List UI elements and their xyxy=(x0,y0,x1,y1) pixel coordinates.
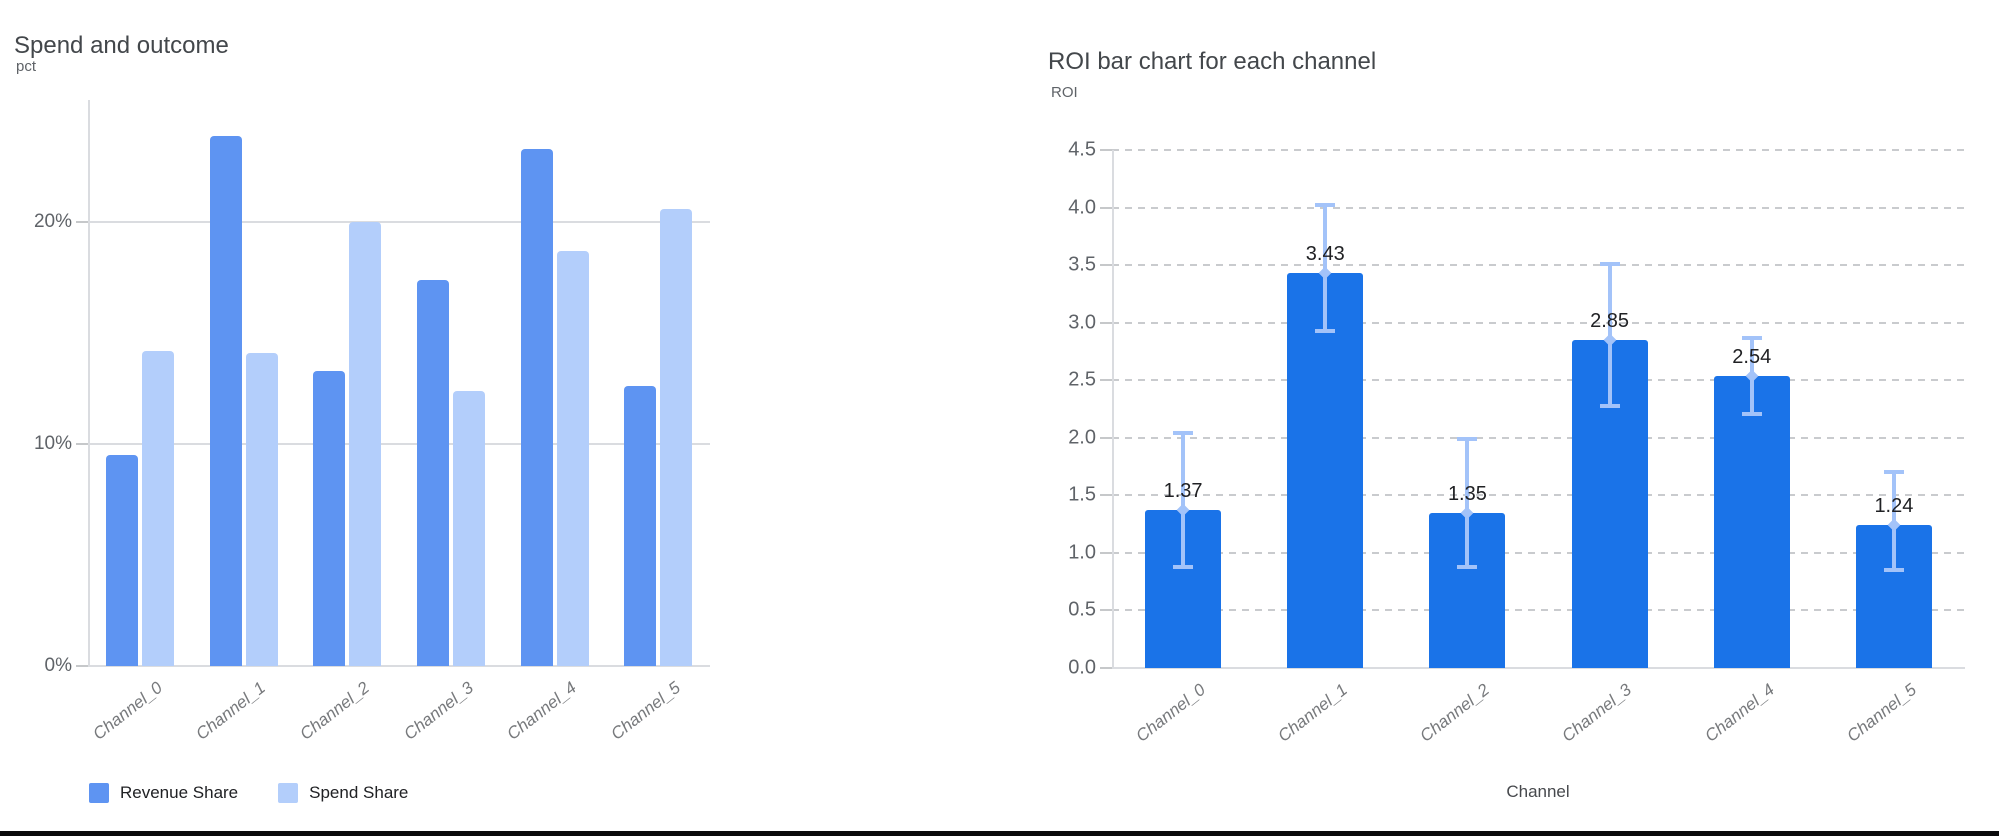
bar-spend-share-channel_4 xyxy=(556,250,589,666)
y-tick-label: 3.0 xyxy=(1068,311,1096,334)
bar-revenue-share-channel_1 xyxy=(209,135,242,666)
roi-y-unit: ROI xyxy=(1051,84,1078,101)
y-tick-mark xyxy=(1100,379,1112,382)
roi-bar-channel_4 xyxy=(1713,375,1790,668)
gridline xyxy=(1112,149,1965,151)
error-bar-top-cap xyxy=(1457,436,1478,441)
x-tick-label: Channel_4 xyxy=(1700,680,1778,746)
roi-bar-channel_1 xyxy=(1287,273,1364,668)
error-bar-top-cap xyxy=(1883,470,1904,475)
y-tick-label: 2.5 xyxy=(1068,368,1096,391)
error-bar-top-cap xyxy=(1599,261,1620,266)
error-bar-bottom-cap xyxy=(1457,564,1478,569)
gridline xyxy=(1112,494,1965,497)
error-bar-top-cap xyxy=(1741,335,1762,340)
gridline xyxy=(1112,264,1965,267)
bar-spend-share-channel_2 xyxy=(349,222,382,666)
y-tick-mark xyxy=(1100,264,1112,267)
error-bar xyxy=(1181,433,1186,567)
revenue-share-swatch xyxy=(89,783,109,803)
bar-spend-share-channel_1 xyxy=(245,353,278,666)
x-tick-label: Channel_1 xyxy=(1274,680,1351,746)
error-bar-bottom-cap xyxy=(1315,328,1336,333)
y-tick-mark xyxy=(76,221,88,224)
y-tick-label: 4.0 xyxy=(1068,196,1096,219)
error-bar-bottom-cap xyxy=(1741,411,1762,416)
error-bar-bottom-cap xyxy=(1173,564,1194,569)
bar-revenue-share-channel_3 xyxy=(416,279,449,666)
bar-spend-share-channel_5 xyxy=(660,208,693,666)
gridline xyxy=(1112,321,1965,324)
y-tick-label: 1.5 xyxy=(1068,483,1096,506)
legend-label-revenue-share: Revenue Share xyxy=(120,783,239,802)
spend-outcome-legend: Revenue Share Spend Share xyxy=(89,783,448,803)
bar-value-label: 3.43 xyxy=(1305,243,1345,266)
bar-revenue-share-channel_4 xyxy=(520,148,553,666)
roi-chart-title: ROI bar chart for each channel xyxy=(1048,47,1377,75)
x-tick-label: Channel_2 xyxy=(1416,680,1494,746)
y-tick-mark xyxy=(1100,494,1112,497)
gridline xyxy=(1112,609,1965,612)
bar-spend-share-channel_0 xyxy=(141,350,174,666)
y-tick-mark xyxy=(1100,667,1112,669)
bar-revenue-share-channel_0 xyxy=(105,455,138,666)
bar-value-label: 2.54 xyxy=(1732,345,1772,368)
y-axis-line xyxy=(1112,150,1114,668)
x-tick-label: Channel_3 xyxy=(1558,680,1636,746)
x-tick-label: Channel_5 xyxy=(1843,680,1920,746)
bar-revenue-share-channel_5 xyxy=(624,386,657,666)
bar-spend-share-channel_3 xyxy=(452,390,485,666)
bar-value-label: 1.35 xyxy=(1447,482,1487,505)
error-bar-bottom-cap xyxy=(1883,568,1904,573)
gridline xyxy=(1112,379,1965,382)
error-bar-bottom-cap xyxy=(1599,403,1620,408)
y-tick-label: 3.5 xyxy=(1068,253,1096,276)
y-tick-label: 0% xyxy=(44,655,72,676)
y-tick-label: 1.0 xyxy=(1068,541,1096,564)
legend-item-revenue-share: Revenue Share xyxy=(89,783,238,803)
y-tick-mark xyxy=(1100,149,1112,151)
error-bar-top-cap xyxy=(1173,431,1194,436)
y-tick-mark xyxy=(1100,436,1112,439)
bottom-window-border xyxy=(0,831,1999,836)
y-tick-label: 10% xyxy=(33,433,72,455)
legend-item-spend-share: Spend Share xyxy=(278,783,408,803)
y-tick-mark xyxy=(1100,551,1112,554)
y-tick-mark xyxy=(1100,321,1112,324)
bar-value-label: 1.24 xyxy=(1874,495,1914,518)
x-axis-baseline xyxy=(88,665,710,667)
y-axis-line xyxy=(88,100,90,666)
legend-label-spend-share: Spend Share xyxy=(309,783,409,802)
bar-value-label: 1.37 xyxy=(1163,480,1203,503)
gridline xyxy=(88,221,710,224)
spend-outcome-y-unit: pct xyxy=(16,58,37,75)
y-tick-label: 4.5 xyxy=(1068,138,1096,161)
gridline xyxy=(88,443,710,446)
gridline xyxy=(1112,436,1965,439)
y-tick-mark xyxy=(1100,206,1112,209)
roi-x-axis-title: Channel xyxy=(1506,782,1570,801)
spend-share-swatch xyxy=(278,783,299,803)
bar-revenue-share-channel_2 xyxy=(313,370,346,666)
y-tick-label: 2.0 xyxy=(1068,426,1096,449)
y-tick-mark xyxy=(1100,609,1112,612)
x-axis-baseline xyxy=(1112,667,1965,669)
y-tick-mark xyxy=(76,443,88,446)
y-tick-label: 0.5 xyxy=(1068,598,1096,621)
gridline xyxy=(1112,206,1965,209)
y-tick-mark xyxy=(76,665,88,667)
y-tick-label: 0.0 xyxy=(1068,656,1096,679)
error-bar-top-cap xyxy=(1315,203,1336,208)
y-tick-label: 20% xyxy=(33,211,72,233)
x-tick-label: Channel_0 xyxy=(1132,680,1209,746)
error-bar xyxy=(1465,438,1470,567)
gridline xyxy=(1112,551,1965,554)
spend-outcome-title: Spend and outcome xyxy=(14,31,229,59)
bar-value-label: 2.85 xyxy=(1590,309,1630,332)
